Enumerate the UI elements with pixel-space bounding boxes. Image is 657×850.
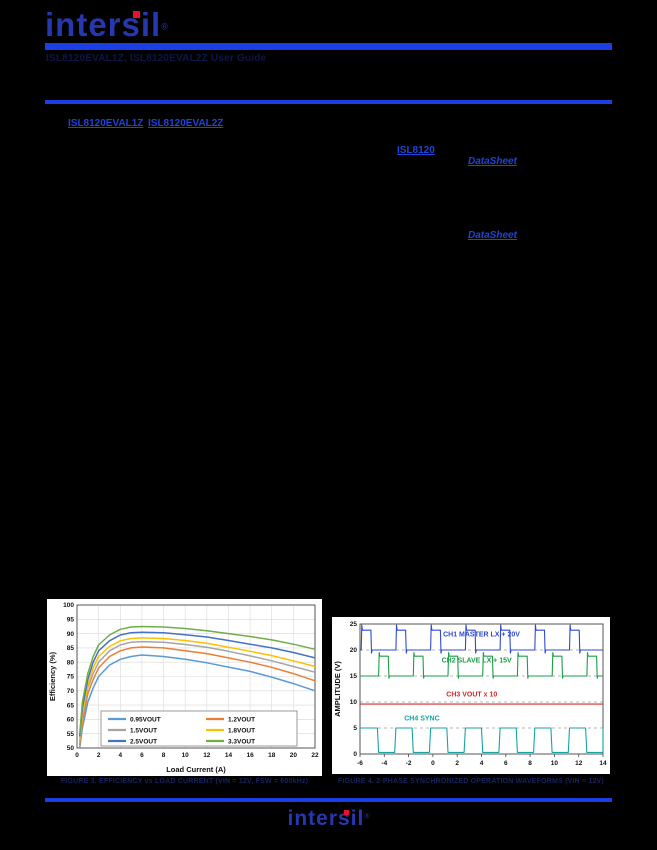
intersil-logo-text: intersil: [45, 6, 162, 43]
svg-text:8: 8: [528, 760, 532, 767]
svg-text:14: 14: [599, 760, 607, 767]
svg-text:10: 10: [350, 699, 358, 706]
svg-text:18: 18: [268, 752, 276, 759]
svg-text:CH3 VOUT x 10: CH3 VOUT x 10: [446, 691, 497, 698]
svg-text:6: 6: [504, 760, 508, 767]
svg-text:95: 95: [67, 617, 75, 624]
svg-text:Efficiency (%): Efficiency (%): [48, 651, 57, 701]
svg-text:CH2 SLAVE LX + 15V: CH2 SLAVE LX + 15V: [442, 657, 512, 664]
svg-text:80: 80: [67, 659, 75, 666]
svg-text:1.5VOUT: 1.5VOUT: [130, 727, 157, 734]
link-datasheet-bottom[interactable]: DataSheet: [468, 230, 517, 241]
svg-text:70: 70: [67, 688, 75, 695]
svg-text:0: 0: [431, 760, 435, 767]
svg-text:22: 22: [311, 752, 319, 759]
svg-text:1.2VOUT: 1.2VOUT: [228, 716, 255, 723]
registered-trademark-footer-icon: ®: [364, 813, 370, 821]
svg-text:10: 10: [551, 760, 559, 767]
efficiency-chart: 0 2 4 6 8 10 12 14 16 18 20 22 50 55 60 65 70 75 80 85 90 95 1…: [47, 599, 322, 776]
registered-trademark-icon: ®: [161, 21, 168, 32]
svg-text:55: 55: [67, 731, 75, 738]
svg-text:0: 0: [353, 751, 357, 758]
svg-text:4: 4: [118, 752, 122, 759]
svg-text:85: 85: [67, 645, 75, 652]
svg-text:0: 0: [75, 752, 79, 759]
svg-text:CH4 SYNC: CH4 SYNC: [404, 716, 439, 723]
svg-text:12: 12: [575, 760, 583, 767]
svg-text:0.95VOUT: 0.95VOUT: [130, 716, 161, 723]
logo-red-dot-footer-icon: [343, 810, 349, 815]
svg-text:75: 75: [67, 674, 75, 681]
svg-text:AMPLITUDE (V): AMPLITUDE (V): [333, 661, 342, 717]
svg-text:CH1 MASTER LX + 20V: CH1 MASTER LX + 20V: [443, 631, 520, 638]
efficiency-figure: 0 2 4 6 8 10 12 14 16 18 20 22 50 55 60 65 70 75 80 85 90 95 1…: [47, 599, 322, 776]
logo-red-dot-icon: [133, 11, 140, 18]
svg-text:Load Current (A): Load Current (A): [166, 765, 226, 774]
svg-text:15: 15: [350, 673, 358, 680]
svg-text:5: 5: [353, 725, 357, 732]
header-rule: [45, 43, 612, 50]
figure4-caption: FIGURE 4. 2-PHASE SYNCHRONIZED OPERATION…: [338, 778, 604, 785]
svg-text:14: 14: [225, 752, 233, 759]
svg-text:-2: -2: [406, 760, 412, 767]
footer-rule: [45, 798, 612, 802]
intersil-logo-footer: intersil®: [287, 808, 369, 829]
svg-text:-4: -4: [381, 760, 387, 767]
intersil-logo: intersil®: [45, 8, 168, 41]
scope-chart: 0 5 10 15 20 25 -6 -4 -2 0 2 4 6 8 10 12 14 AMPLITUDE (V)…: [332, 617, 610, 774]
svg-text:100: 100: [63, 602, 74, 609]
svg-text:20: 20: [350, 647, 358, 654]
svg-text:1.8VOUT: 1.8VOUT: [228, 727, 255, 734]
link-isl8120eval2z[interactable]: ISL8120EVAL2Z: [148, 118, 224, 129]
link-isl8120[interactable]: ISL8120: [397, 145, 435, 156]
svg-text:12: 12: [203, 752, 211, 759]
svg-text:3.3VOUT: 3.3VOUT: [228, 738, 255, 745]
svg-text:60: 60: [67, 717, 75, 724]
svg-text:2: 2: [455, 760, 459, 767]
subheader-rule: [45, 100, 612, 104]
link-datasheet-top[interactable]: DataSheet: [468, 156, 517, 167]
svg-text:-6: -6: [357, 760, 363, 767]
svg-text:65: 65: [67, 702, 75, 709]
svg-text:4: 4: [480, 760, 484, 767]
doc-title: ISL8120EVAL1Z, ISL8120EVAL2Z User Guide: [46, 53, 267, 64]
svg-text:2: 2: [97, 752, 101, 759]
scope-figure: 0 5 10 15 20 25 -6 -4 -2 0 2 4 6 8 10 12 14 AMPLITUDE (V)…: [332, 617, 610, 774]
svg-text:16: 16: [246, 752, 254, 759]
figure3-caption: FIGURE 3. EFFICIENCY vs LOAD CURRENT (VI…: [60, 778, 309, 785]
svg-text:6: 6: [140, 752, 144, 759]
svg-text:8: 8: [162, 752, 166, 759]
svg-text:2.5VOUT: 2.5VOUT: [130, 738, 157, 745]
svg-text:90: 90: [67, 631, 75, 638]
svg-text:50: 50: [67, 745, 75, 752]
svg-text:25: 25: [350, 621, 358, 628]
intersil-logo-footer-text: intersil: [287, 807, 365, 830]
svg-text:20: 20: [290, 752, 298, 759]
svg-text:10: 10: [182, 752, 190, 759]
link-isl8120eval1z[interactable]: ISL8120EVAL1Z: [68, 118, 144, 129]
